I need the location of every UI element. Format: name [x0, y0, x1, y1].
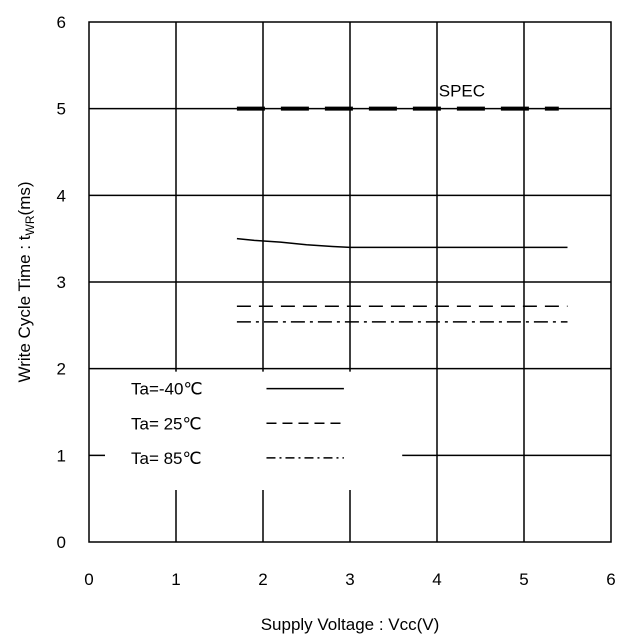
y-axis-title: Write Cycle Time : tWR(ms) [15, 181, 37, 382]
plot-frame [88, 21, 612, 543]
tick-labels: 0 1 2 3 4 5 6 0 1 2 3 4 5 6 [57, 13, 616, 589]
legend-label: Ta= 85℃ [131, 449, 202, 468]
legend-label: Ta=-40℃ [131, 380, 203, 399]
legend-label: Ta= 25℃ [131, 414, 202, 433]
x-tick-label: 3 [345, 570, 354, 589]
x-tick-label: 4 [432, 570, 441, 589]
x-tick-label: 5 [519, 570, 528, 589]
y-axis-title-unit: (ms) [15, 181, 34, 215]
x-axis-title: Supply Voltage : Vcc(V) [261, 615, 440, 634]
y-tick-label: 4 [57, 186, 66, 205]
y-tick-label: 6 [57, 13, 66, 32]
y-tick-label: 2 [57, 360, 66, 379]
x-tick-label: 2 [258, 570, 267, 589]
legend-background [105, 371, 403, 490]
y-axis-title-main: Write Cycle Time : t [15, 235, 34, 382]
legend: Ta=-40℃ Ta= 25℃ Ta= 85℃ [131, 380, 344, 468]
series-line [236, 237, 568, 249]
y-tick-label: 5 [57, 100, 66, 119]
x-tick-label: 1 [171, 570, 180, 589]
spec-label: SPEC [439, 82, 485, 101]
y-axis-title-subscript: WR [23, 215, 37, 235]
y-tick-label: 3 [57, 273, 66, 292]
x-tick-label: 6 [606, 570, 615, 589]
series-layer [236, 106, 568, 323]
y-tick-label: 1 [57, 446, 66, 465]
x-tick-label: 0 [84, 570, 93, 589]
y-tick-label: 0 [57, 533, 66, 552]
